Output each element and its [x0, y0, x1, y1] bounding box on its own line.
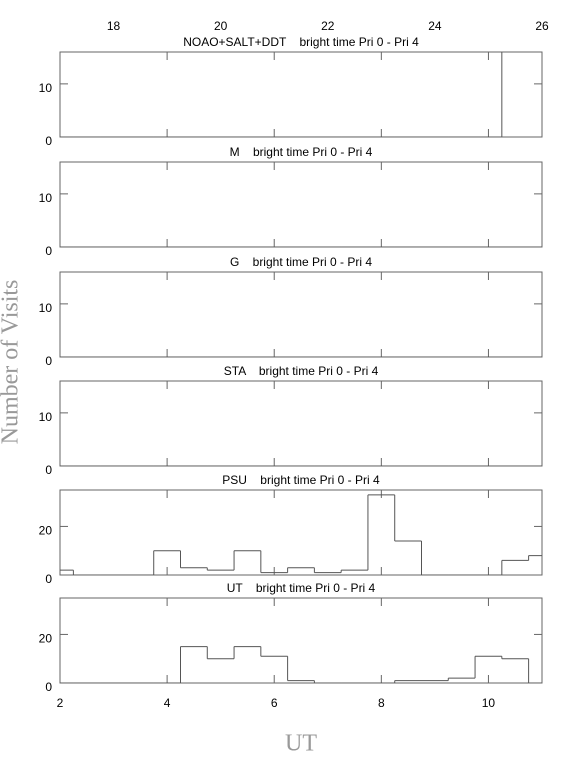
y-tick-label: 10 [39, 301, 53, 315]
y-tick-label: 20 [39, 524, 53, 538]
x-tick-label: 8 [378, 696, 385, 710]
x-tick-label: 6 [271, 696, 278, 710]
y-tick-label: 20 [39, 632, 53, 646]
panel-title: STA bright time Pri 0 - Pri 4 [224, 364, 379, 378]
panel-title: G bright time Pri 0 - Pri 4 [230, 255, 372, 269]
panel-title: NOAO+SALT+DDT bright time Pri 0 - Pri 4 [183, 35, 419, 49]
y-tick-label: 0 [45, 463, 52, 477]
y-tick-label: 0 [45, 244, 52, 258]
x2-tick-label: 26 [535, 19, 549, 33]
x-axis-label: UT [285, 731, 317, 757]
x-tick-label: 10 [482, 696, 496, 710]
panel-frame [59, 489, 543, 576]
y-tick-label: 10 [39, 81, 53, 95]
y-tick-label: 10 [39, 191, 53, 205]
x2-tick-label: 18 [107, 19, 121, 33]
y-tick-label: 0 [45, 680, 52, 694]
panel-frame [59, 271, 543, 358]
y-axis-label: Number of Visits [0, 280, 24, 445]
panel-frame [59, 161, 543, 248]
panel-frame [59, 51, 543, 138]
plot-area [60, 494, 542, 575]
x-tick-label: 4 [164, 696, 171, 710]
panel-title: M bright time Pri 0 - Pri 4 [230, 145, 373, 159]
panel-title: UT bright time Pri 0 - Pri 4 [227, 581, 376, 595]
y-tick-label: 0 [45, 134, 52, 148]
x2-tick-label: 22 [321, 19, 335, 33]
y-tick-label: 0 [45, 354, 52, 368]
panel-title: PSU bright time Pri 0 - Pri 4 [222, 473, 380, 487]
x2-tick-label: 24 [428, 19, 442, 33]
plot-area [60, 646, 542, 683]
panel-frame [59, 380, 543, 467]
plot-area [60, 52, 503, 137]
y-tick-label: 10 [39, 410, 53, 424]
x-tick-label: 2 [57, 696, 64, 710]
y-tick-label: 0 [45, 572, 52, 586]
panel-frame [59, 597, 543, 684]
x2-tick-label: 20 [214, 19, 228, 33]
